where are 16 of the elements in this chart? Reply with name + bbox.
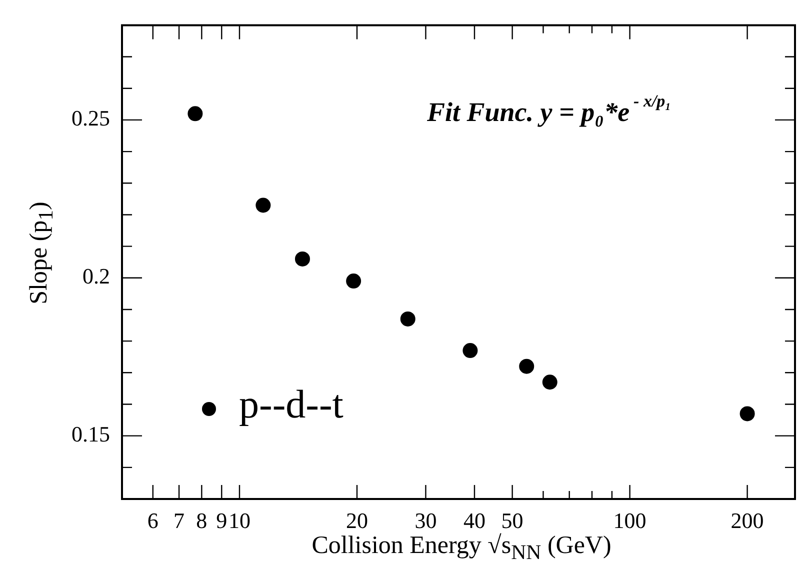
x-tick-label: 50 [501, 508, 524, 533]
x-tick-label: 40 [463, 508, 486, 533]
x-tick-label: 9 [216, 508, 228, 533]
x-tick-label: 200 [730, 508, 764, 533]
legend-label: p--d--t [239, 382, 344, 426]
x-tick-label: 8 [196, 508, 208, 533]
x-axis-title: Collision Energy √s$_{NN}$ (GeV) [310, 532, 612, 565]
y-tick-label: 0.2 [82, 264, 110, 289]
y-tick-label: 0.15 [72, 422, 110, 447]
x-tick-label: 7 [174, 508, 185, 533]
x-tick-label: 30 [414, 508, 437, 533]
x-tick-label: 10 [228, 508, 250, 533]
x-tick-label: 20 [346, 508, 368, 533]
x-tick-label: 6 [147, 508, 158, 533]
y-tick-label: 0.25 [72, 106, 110, 131]
x-tick-label: 100 [613, 508, 646, 533]
